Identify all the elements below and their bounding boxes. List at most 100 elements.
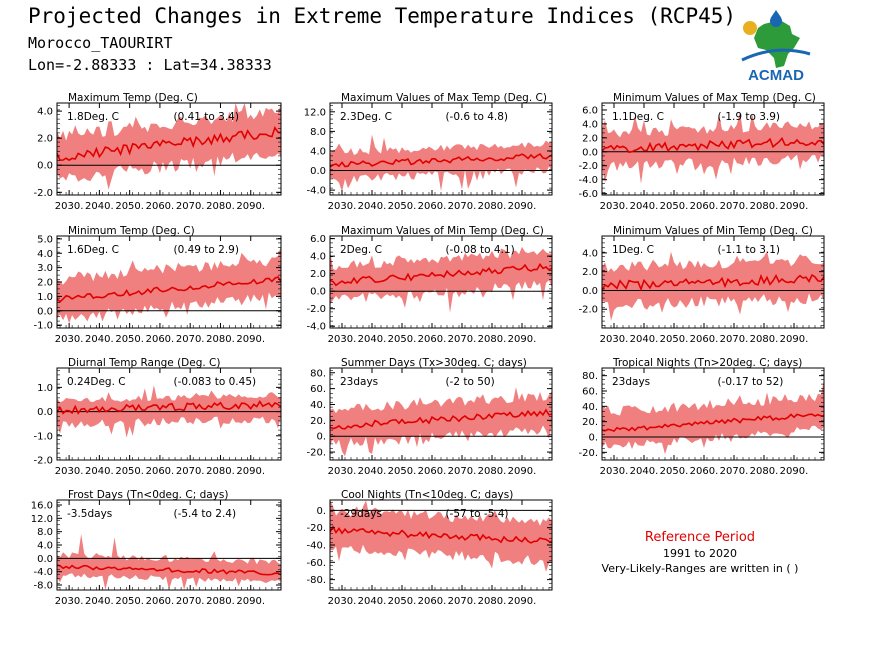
y-tick-label: 6.0: [310, 234, 326, 245]
x-tick-label: 2040.: [85, 201, 114, 212]
change-value: 1.8Deg. C: [67, 111, 119, 123]
y-tick-label: 20.: [582, 417, 598, 428]
chart-title: Frost Days (Tn<0deg. C; days): [68, 489, 228, 501]
change-value: 2.3Deg. C: [340, 111, 392, 123]
acmad-logo: ACMAD: [741, 10, 811, 82]
x-tick-label: 2030.: [55, 334, 84, 345]
x-tick-label: 2040.: [630, 334, 659, 345]
page-title: Projected Changes in Extreme Temperature…: [28, 4, 737, 28]
x-tick-label: 2080.: [478, 201, 507, 212]
x-tick-label: 2060.: [418, 466, 447, 477]
median-line: [329, 152, 553, 168]
likely-range: (-0.6 to 4.8): [445, 111, 508, 123]
y-tick-label: 80.: [310, 368, 326, 379]
y-tick-label: 4.0: [310, 146, 326, 157]
uncertainty-band: [602, 251, 824, 321]
x-tick-label: 2060.: [690, 466, 719, 477]
x-tick-label: 2090.: [236, 596, 265, 607]
x-tick-label: 2080.: [206, 201, 235, 212]
x-tick-label: 2050.: [115, 596, 144, 607]
reference-box: Reference Period 1991 to 2020 Very-Likel…: [580, 530, 820, 575]
x-tick-label: 2050.: [660, 334, 689, 345]
x-tick-label: 2040.: [358, 466, 387, 477]
y-tick-label: -8.0: [33, 581, 53, 592]
reference-title: Reference Period: [644, 530, 756, 545]
logo-text: ACMAD: [748, 67, 804, 82]
median-line: [329, 408, 553, 430]
x-tick-label: 2030.: [328, 466, 357, 477]
x-tick-label: 2060.: [418, 596, 447, 607]
x-tick-label: 2070.: [176, 201, 205, 212]
x-tick-label: 2070.: [176, 466, 205, 477]
x-tick-label: 2050.: [115, 466, 144, 477]
likely-range: (-1.1 to 3.1): [717, 244, 780, 256]
header: Projected Changes in Extreme Temperature…: [0, 0, 879, 90]
change-value: 0.24Deg. C: [67, 376, 126, 388]
x-tick-label: 2090.: [236, 201, 265, 212]
y-tick-label: 6.0: [582, 105, 598, 116]
x-tick-label: 2070.: [448, 466, 477, 477]
y-tick-label: 16.0: [31, 501, 53, 512]
y-tick-label: -4.0: [306, 186, 326, 197]
change-value: 1Deg. C: [612, 244, 654, 256]
change-value: 23days: [612, 376, 650, 388]
y-tick-label: 40.: [582, 402, 598, 413]
y-tick-label: 0.0: [582, 147, 598, 158]
y-tick-label: 12.0: [31, 514, 53, 525]
y-tick-label: 4.0: [37, 541, 53, 552]
chart-title: Maximum Values of Min Temp (Deg. C): [341, 225, 544, 237]
x-tick-label: 2050.: [388, 201, 417, 212]
x-tick-label: 2070.: [176, 596, 205, 607]
swoosh-icon: [741, 48, 811, 62]
x-tick-label: 2060.: [418, 201, 447, 212]
x-tick-label: 2080.: [206, 596, 235, 607]
x-tick-label: 2070.: [448, 596, 477, 607]
coords-label: Lon=-2.88333 : Lat=34.38333: [28, 56, 272, 74]
y-tick-label: 1.0: [37, 292, 53, 303]
y-tick-label: -6.0: [578, 189, 598, 200]
x-tick-label: 2090.: [508, 334, 537, 345]
y-tick-label: 40.: [310, 400, 326, 411]
x-tick-label: 2070.: [720, 201, 749, 212]
y-tick-label: -40.: [306, 541, 326, 552]
x-tick-label: 2040.: [358, 334, 387, 345]
y-tick-label: -80.: [306, 575, 326, 586]
x-tick-label: 2030.: [600, 334, 629, 345]
reference-years: 1991 to 2020: [662, 547, 738, 560]
x-tick-label: 2080.: [750, 334, 779, 345]
y-tick-label: 0.0: [310, 166, 326, 177]
x-tick-label: 2080.: [750, 201, 779, 212]
y-tick-label: 3.0: [37, 263, 53, 274]
likely-range: (-1.9 to 3.9): [717, 111, 780, 123]
y-tick-label: 0.: [316, 432, 326, 443]
x-tick-label: 2080.: [750, 466, 779, 477]
y-tick-label: 2.0: [37, 134, 53, 145]
y-tick-label: 4.0: [310, 252, 326, 263]
likely-range: (-2 to 50): [445, 376, 494, 388]
x-tick-label: 2030.: [55, 596, 84, 607]
change-value: -29days: [340, 508, 382, 520]
chart-title: Minimum Temp (Deg. C): [68, 225, 195, 237]
chart-title: Minimum Values of Min Temp (Deg. C): [613, 225, 813, 237]
median-line: [56, 564, 282, 576]
x-tick-label: 2040.: [85, 466, 114, 477]
y-tick-label: 1.0: [37, 383, 53, 394]
uncertainty-band: [602, 379, 824, 455]
x-tick-label: 2030.: [328, 596, 357, 607]
y-tick-label: 20.: [310, 416, 326, 427]
y-tick-label: 60.: [310, 384, 326, 395]
y-tick-label: 5.0: [37, 234, 53, 245]
x-tick-label: 2090.: [508, 596, 537, 607]
y-tick-label: -60.: [306, 558, 326, 569]
chart-title: Maximum Temp (Deg. C): [68, 92, 198, 104]
x-tick-label: 2050.: [388, 596, 417, 607]
y-tick-label: 4.0: [582, 248, 598, 259]
x-tick-label: 2030.: [600, 201, 629, 212]
change-value: 23days: [340, 376, 378, 388]
chart-title: Diurnal Temp Range (Deg. C): [68, 357, 220, 369]
median-line: [601, 136, 825, 154]
